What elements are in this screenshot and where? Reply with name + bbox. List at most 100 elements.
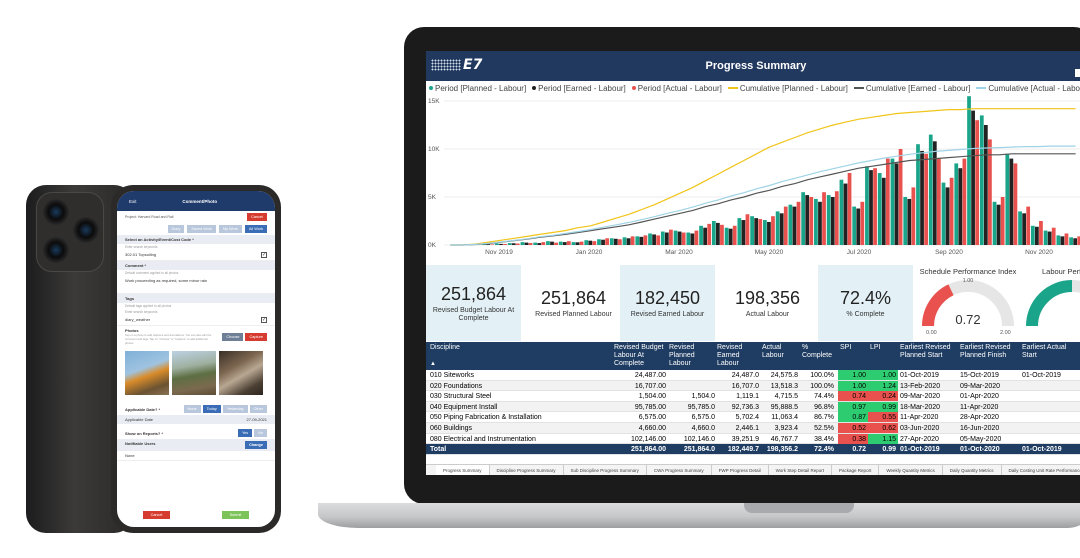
bar-0 xyxy=(1018,211,1022,245)
tab-work-step-detail-report[interactable]: Work Step Detail Report xyxy=(769,465,833,475)
bar-1 xyxy=(626,238,631,245)
col-planned[interactable]: Revised Planned Labour xyxy=(669,344,695,367)
legend-item[interactable]: Period [Planned - Labour] xyxy=(429,84,526,93)
col-lpi[interactable]: LPI xyxy=(870,344,881,351)
table-row[interactable]: 020 Foundations 16,707.00 16,707.0 13,518.3… xyxy=(426,380,1080,392)
tab-fwp-progress-detail[interactable]: FWP Progress Detail xyxy=(712,465,769,475)
table-row[interactable]: 050 Piping Fabrication & Installation 6,5… xyxy=(426,412,1080,423)
date-other-button[interactable]: Other xyxy=(249,405,267,413)
bar-1 xyxy=(588,240,593,245)
gauge-mid: 1.00 xyxy=(963,278,974,284)
cancel-button[interactable]: Cancel xyxy=(142,511,171,519)
tab-package-report[interactable]: Package Report xyxy=(832,465,880,475)
col-percent[interactable]: % Complete xyxy=(802,344,832,359)
bar-1 xyxy=(741,220,746,245)
tab-cwa-progress-summary[interactable]: CWA Progress Summary xyxy=(647,465,712,475)
legend-item[interactable]: Cumulative [Planned - Labour] xyxy=(727,84,848,93)
activity-checkbox[interactable]: ✓ xyxy=(261,252,267,258)
legend-item[interactable]: Cumulative [Earned - Labour] xyxy=(853,84,970,93)
table-row[interactable]: 010 Siteworks 24,487.00 24,487.0 24,575.8 10… xyxy=(426,370,1080,381)
exit-link[interactable]: Exit xyxy=(129,198,137,204)
table-row[interactable]: 040 Equipment Install 95,785.00 95,785.0 92… xyxy=(426,401,1080,413)
table-row[interactable]: 030 Structural Steel 1,504.00 1,504.0 1,119… xyxy=(426,391,1080,402)
cell-spi: 0.97 xyxy=(852,403,866,411)
col-discipline[interactable]: Discipline xyxy=(430,344,460,351)
change-button[interactable]: Change xyxy=(245,441,267,449)
bar-1 xyxy=(537,243,542,245)
photo-thumbnail[interactable] xyxy=(219,351,263,395)
applicable-date-value[interactable]: 27-09-2021 xyxy=(246,417,267,422)
choose-button[interactable]: Choose xyxy=(222,332,244,341)
bar-0 xyxy=(1030,225,1035,245)
filter-all-work-button[interactable]: All Work xyxy=(244,225,267,233)
submit-button[interactable]: Submit xyxy=(221,511,250,519)
bar-2 xyxy=(681,232,686,245)
bar-2 xyxy=(1064,233,1069,245)
x-tick-label: May 2020 xyxy=(755,249,784,256)
capture-button[interactable]: Capture xyxy=(245,332,267,341)
bar-1 xyxy=(575,242,580,245)
date-yesterday-button[interactable]: Yesterday xyxy=(222,405,248,413)
kpi-earned-labour: 182,450 Revised Earned Labour xyxy=(620,265,715,341)
tab-daily-costing-unit-rate-performance[interactable]: Daily Costing Unit Rate Performance xyxy=(1002,465,1080,475)
photo-thumbnail[interactable] xyxy=(125,351,169,395)
filter-diary-button[interactable]: Diary xyxy=(167,225,185,233)
bar-0 xyxy=(979,115,984,246)
labour-gauge: Labour Perfo xyxy=(1022,265,1080,343)
table-row[interactable]: 080 Electrical and Instrumentation 102,14… xyxy=(426,433,1080,445)
bar-0 xyxy=(839,179,844,245)
legend-item[interactable]: Period [Actual - Labour] xyxy=(631,84,722,93)
tags-search-input[interactable]: Enter search keywords xyxy=(125,310,158,314)
legend-item[interactable]: Cumulative [Actual - Labour] xyxy=(976,84,1080,93)
cell-d: 060 Buildings xyxy=(430,424,473,432)
bar-1 xyxy=(486,244,491,245)
applicable-date-question: Applicable Date? * xyxy=(125,406,161,412)
bar-1 xyxy=(728,228,733,245)
photos-help: Tap on a photo to add captions and annot… xyxy=(125,333,212,345)
bar-1 xyxy=(754,218,759,245)
col-planned-finish[interactable]: Earliest Revised Planned Finish xyxy=(960,344,1011,359)
filter-my-work-button[interactable]: My Work xyxy=(219,225,242,233)
bar-2 xyxy=(758,219,763,245)
activity-search-input[interactable]: Enter search keywords xyxy=(125,245,158,249)
col-spi[interactable]: SPI xyxy=(840,344,852,351)
tab-weekly-quantity-metrics[interactable]: Weekly Quantity Metrics xyxy=(879,465,943,475)
cell-b: 95,785.00 xyxy=(634,403,666,411)
sort-asc-icon[interactable]: ▲ xyxy=(430,361,436,367)
comment-field[interactable]: Work proceeding as required, some minor … xyxy=(125,278,208,283)
col-actual[interactable]: Actual Labour xyxy=(762,344,784,359)
spi-status-fill xyxy=(838,412,868,423)
kpi-label: % Complete xyxy=(846,310,885,318)
filter-saved-work-button[interactable]: Saved Work xyxy=(187,225,217,233)
bar-2 xyxy=(924,153,928,245)
col-planned-start[interactable]: Earliest Revised Planned Start xyxy=(900,344,951,359)
date-today-button[interactable]: Today xyxy=(202,405,221,413)
bar-2 xyxy=(643,235,648,245)
col-earned[interactable]: Revised Earned Labour xyxy=(717,344,743,367)
bar-2 xyxy=(745,214,750,245)
kpi-planned-labour: 251,864 Revised Planned Labour xyxy=(526,265,621,341)
photo-thumbnail[interactable] xyxy=(172,351,216,395)
table-row[interactable]: 060 Buildings 4,660.00 4,660.0 2,446.1 3,923… xyxy=(426,422,1080,434)
tab-discipline-progress-summary[interactable]: Discipline Progress Summary xyxy=(490,465,564,475)
bar-1 xyxy=(894,163,899,245)
tab-progress-summary[interactable]: Progress Summary xyxy=(436,465,490,475)
yes-button[interactable]: Yes xyxy=(237,429,253,437)
tag-checkbox[interactable]: ✓ xyxy=(261,317,267,323)
cell-d: 050 Piping Fabrication & Installation xyxy=(430,414,542,422)
x-tick-label: Mar 2020 xyxy=(665,249,693,256)
bar-1 xyxy=(881,177,886,245)
kpi-value: 72.4% xyxy=(839,287,892,308)
legend-item[interactable]: Period [Earned - Labour] xyxy=(532,84,626,93)
col-actual-start[interactable]: Earliest Actual Start xyxy=(1022,344,1067,359)
cell-ps: 11-Apr-2020 xyxy=(900,414,939,422)
cancel-top-button[interactable]: Cancel xyxy=(247,213,267,221)
date-none-button[interactable]: None xyxy=(183,405,201,413)
tab-sub-discipline-progress-summary[interactable]: Sub Discipline Progress Summary xyxy=(564,465,647,475)
col-budget[interactable]: Revised Budget Labour At Complete xyxy=(614,344,664,367)
table-total-row[interactable]: Total 251,864.00 251,864.0 182,449.7 198,356… xyxy=(426,444,1080,455)
no-button[interactable]: No xyxy=(254,429,267,437)
cell-e: 16,707.0 xyxy=(731,382,759,390)
expand-icon[interactable] xyxy=(1075,69,1080,77)
tab-daily-quantity-metrics[interactable]: Daily Quantity Metrics xyxy=(943,465,1002,475)
